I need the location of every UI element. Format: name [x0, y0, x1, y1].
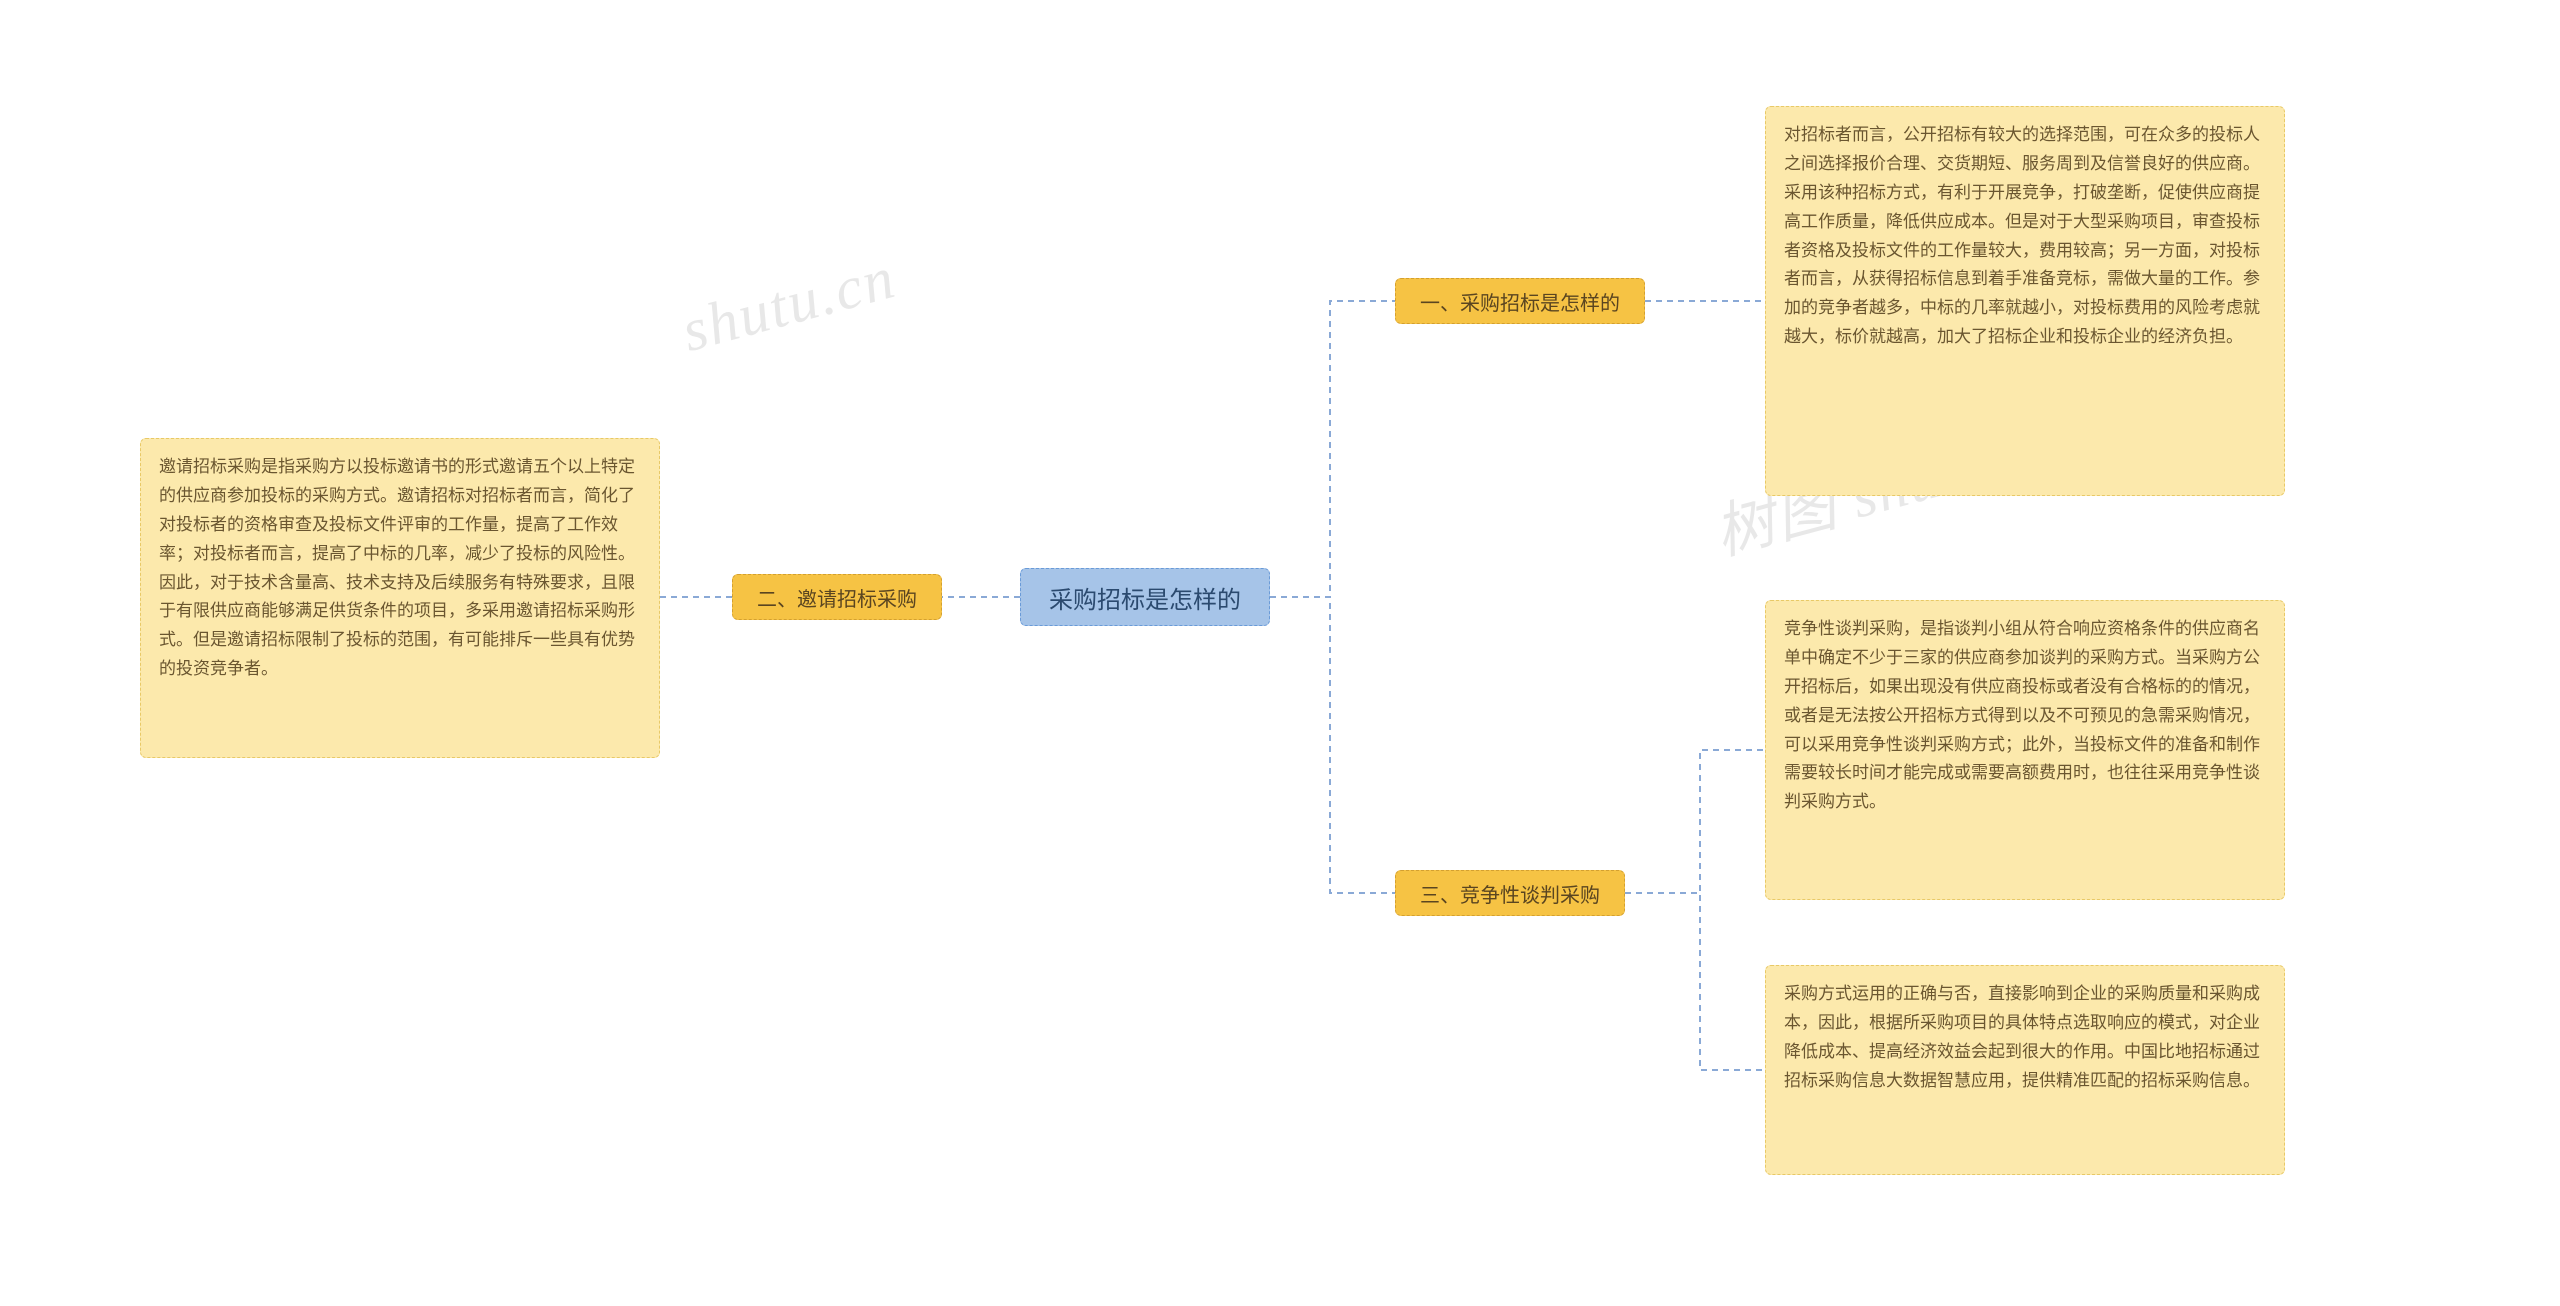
detail-node-1: 对招标者而言，公开招标有较大的选择范围，可在众多的投标人之间选择报价合理、交货期…	[1765, 106, 2285, 496]
detail-node-2: 邀请招标采购是指采购方以投标邀请书的形式邀请五个以上特定的供应商参加投标的采购方…	[140, 438, 660, 758]
section-node-2[interactable]: 二、邀请招标采购	[732, 574, 942, 620]
detail-node-3b: 采购方式运用的正确与否，直接影响到企业的采购质量和采购成本，因此，根据所采购项目…	[1765, 965, 2285, 1175]
section-node-3[interactable]: 三、竞争性谈判采购	[1395, 870, 1625, 916]
section-node-1[interactable]: 一、采购招标是怎样的	[1395, 278, 1645, 324]
root-node[interactable]: 采购招标是怎样的	[1020, 568, 1270, 626]
mindmap-diagram: shutu.cn 树图 shutu 采购招标是怎样的 一、采购招标是怎样的 二、…	[0, 0, 2560, 1306]
detail-node-3a: 竞争性谈判采购，是指谈判小组从符合响应资格条件的供应商名单中确定不少于三家的供应…	[1765, 600, 2285, 900]
